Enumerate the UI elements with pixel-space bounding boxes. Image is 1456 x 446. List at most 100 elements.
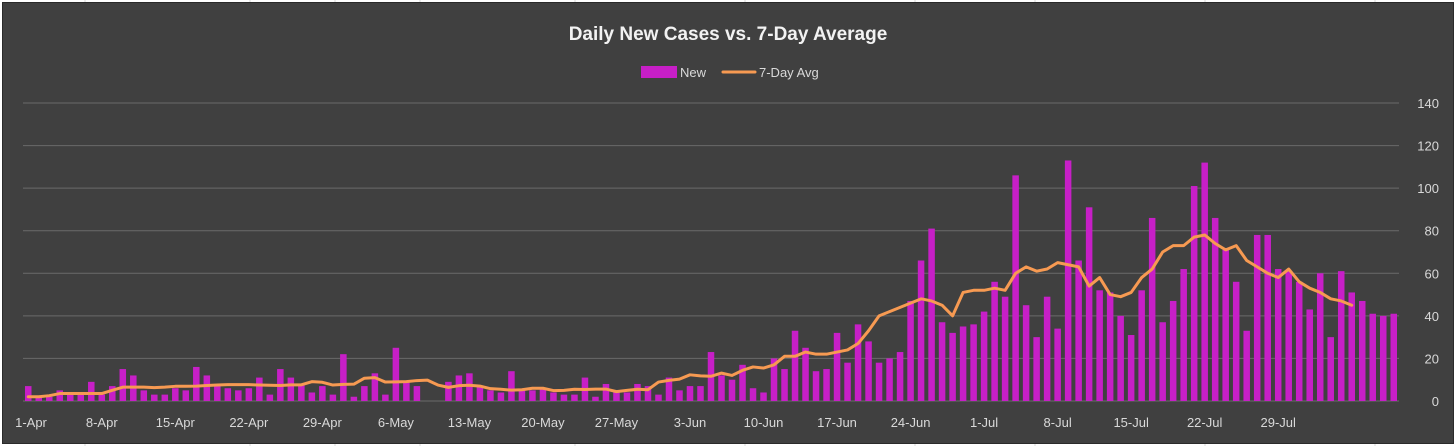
- legend-label-new: New: [680, 65, 707, 80]
- bar-new: [98, 394, 106, 401]
- bar-new: [1348, 292, 1355, 401]
- x-tick-label: 1-Apr: [15, 415, 47, 430]
- y-tick-label: 120: [1417, 139, 1439, 154]
- bar-new: [256, 377, 263, 401]
- bar-new: [1054, 328, 1061, 401]
- bar-new: [1232, 281, 1240, 401]
- x-tick-label: 22-Apr: [229, 415, 269, 430]
- bar-new: [329, 394, 337, 401]
- bar-new: [24, 386, 32, 401]
- bar-new: [203, 375, 211, 401]
- bar-new: [88, 381, 95, 401]
- bar-new: [392, 347, 400, 401]
- bar-new: [728, 379, 736, 401]
- bar-new: [907, 300, 914, 401]
- bar-new: [403, 381, 410, 401]
- bar-new: [980, 311, 988, 401]
- bar-new: [1222, 249, 1229, 401]
- x-tick-label: 8-Jul: [1044, 415, 1072, 430]
- bar-new: [886, 358, 893, 401]
- y-tick-label: 40: [1425, 309, 1439, 324]
- bar-new: [613, 392, 620, 401]
- bar-new: [539, 388, 547, 401]
- bar-new: [1043, 296, 1051, 401]
- bar-new: [823, 369, 830, 401]
- bar-new: [1211, 217, 1219, 401]
- bar-new: [529, 390, 536, 401]
- bar-new: [602, 383, 610, 401]
- bar-new: [791, 330, 799, 401]
- bar-new: [1358, 300, 1366, 401]
- bar-new: [812, 371, 820, 401]
- bar-new: [686, 386, 694, 401]
- line-series-7-day-avg: [26, 233, 1354, 399]
- bar-new: [1316, 273, 1324, 401]
- bar-new: [140, 390, 148, 401]
- bar-new: [109, 386, 116, 401]
- bar-new: [1295, 281, 1303, 401]
- bar-new: [350, 396, 358, 401]
- bar-new: [182, 390, 190, 401]
- bar-new: [245, 388, 253, 401]
- bar-new: [550, 392, 557, 401]
- bar-new: [518, 390, 526, 401]
- bar-new: [340, 354, 347, 401]
- x-tick-label: 1-Jul: [970, 415, 998, 430]
- bar-new: [676, 390, 683, 401]
- y-tick-label: 100: [1417, 181, 1439, 196]
- bar-new: [67, 394, 74, 401]
- bar-new: [266, 394, 274, 401]
- combo-chart: Daily New Cases vs. 7-Day Average New 7-…: [15, 24, 1439, 430]
- bar-new: [1096, 290, 1103, 401]
- bar-new: [781, 369, 788, 401]
- bar-new: [1127, 335, 1135, 401]
- bar-new: [1243, 330, 1250, 401]
- y-tick-label: 60: [1425, 266, 1439, 281]
- bar-new: [1148, 217, 1156, 401]
- x-tick-label: 6-May: [378, 415, 415, 430]
- x-axis-ticks: 1-Apr 8-Apr 15-Apr 22-Apr 29-Apr 6-May 13-May 2…: [15, 415, 1296, 430]
- bar-new: [970, 324, 977, 401]
- bar-new: [760, 392, 767, 401]
- bar-new: [623, 392, 631, 401]
- bar-new: [1190, 186, 1198, 401]
- y-tick-label: 0: [1432, 394, 1439, 409]
- bar-new: [361, 386, 368, 401]
- bar-new: [161, 394, 169, 401]
- bar-new: [865, 341, 872, 401]
- x-tick-label: 29-Jul: [1260, 415, 1296, 430]
- bar-new: [46, 396, 53, 401]
- y-tick-label: 20: [1425, 351, 1439, 366]
- bar-new: [655, 394, 662, 401]
- bar-new: [371, 373, 379, 401]
- x-tick-label: 8-Apr: [86, 415, 118, 430]
- bar-new: [1337, 271, 1345, 401]
- bar-new: [1106, 292, 1114, 401]
- bar-new: [938, 322, 946, 401]
- bar-series-new: [24, 160, 1398, 401]
- legend-label-avg: 7-Day Avg: [759, 65, 819, 80]
- legend: New 7-Day Avg: [641, 65, 819, 80]
- x-tick-label: 24-Jun: [891, 415, 931, 430]
- bar-new: [896, 352, 904, 401]
- bar-new: [77, 392, 85, 401]
- x-tick-label: 13-May: [448, 415, 492, 430]
- bar-new: [151, 394, 158, 401]
- bar-new: [644, 386, 652, 401]
- bar-new: [697, 386, 704, 401]
- bar-new: [718, 375, 725, 401]
- bar-new: [56, 390, 64, 401]
- bar-new: [560, 394, 568, 401]
- bar-new: [802, 347, 809, 401]
- x-tick-label: 3-Jun: [674, 415, 707, 430]
- bar-new: [413, 386, 421, 401]
- bar-new: [476, 386, 484, 401]
- bar-new: [833, 332, 841, 401]
- bar-new: [1327, 337, 1334, 401]
- bar-new: [445, 381, 452, 401]
- bar-new: [949, 332, 956, 401]
- bar-new: [172, 388, 179, 401]
- x-tick-label: 20-May: [521, 415, 565, 430]
- bar-new: [571, 394, 578, 401]
